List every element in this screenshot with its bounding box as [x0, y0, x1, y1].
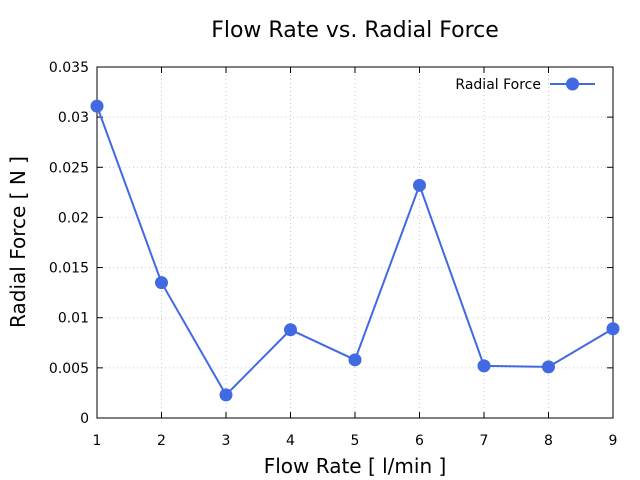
data-point — [606, 322, 620, 336]
y-tick-label: 0.035 — [49, 60, 89, 76]
x-tick-label: 2 — [157, 433, 166, 449]
y-tick-label: 0.025 — [49, 160, 89, 176]
x-tick-label: 9 — [609, 433, 618, 449]
x-tick-label: 8 — [544, 433, 553, 449]
data-point — [413, 178, 426, 192]
x-tick-label: 6 — [415, 433, 424, 449]
y-tick-label: 0.015 — [49, 261, 89, 277]
y-tick-label: 0.02 — [58, 210, 89, 226]
y-tick-label: 0.03 — [58, 110, 89, 126]
x-tick-label: 5 — [351, 433, 360, 449]
x-tick-label: 4 — [286, 433, 295, 449]
chart-title: Flow Rate vs. Radial Force — [211, 18, 499, 43]
data-point — [542, 360, 555, 374]
data-point — [155, 276, 168, 290]
legend-marker — [566, 77, 579, 91]
legend-label: Radial Force — [455, 77, 541, 93]
legend: Radial Force — [455, 77, 595, 93]
data-point — [219, 388, 233, 402]
y-axis-label: Radial Force [ N ] — [6, 156, 30, 328]
y-tick-label: 0.005 — [49, 361, 89, 377]
axis-ticks: 0 0.005 0.01 0.015 0.02 0.025 0.03 0.035 1 2 3 4 5 6 7… — [49, 60, 618, 449]
x-tick-label: 3 — [222, 433, 231, 449]
data-point — [284, 323, 297, 337]
x-tick-label: 1 — [93, 433, 102, 449]
x-axis-label: Flow Rate [ l/min ] — [264, 454, 447, 478]
data-point — [90, 99, 104, 113]
y-tick-label: 0.01 — [58, 311, 89, 327]
x-tick-label: 7 — [480, 433, 489, 449]
data-point — [348, 353, 362, 367]
series — [90, 99, 620, 402]
y-tick-label: 0 — [80, 411, 89, 427]
data-point — [477, 359, 491, 373]
